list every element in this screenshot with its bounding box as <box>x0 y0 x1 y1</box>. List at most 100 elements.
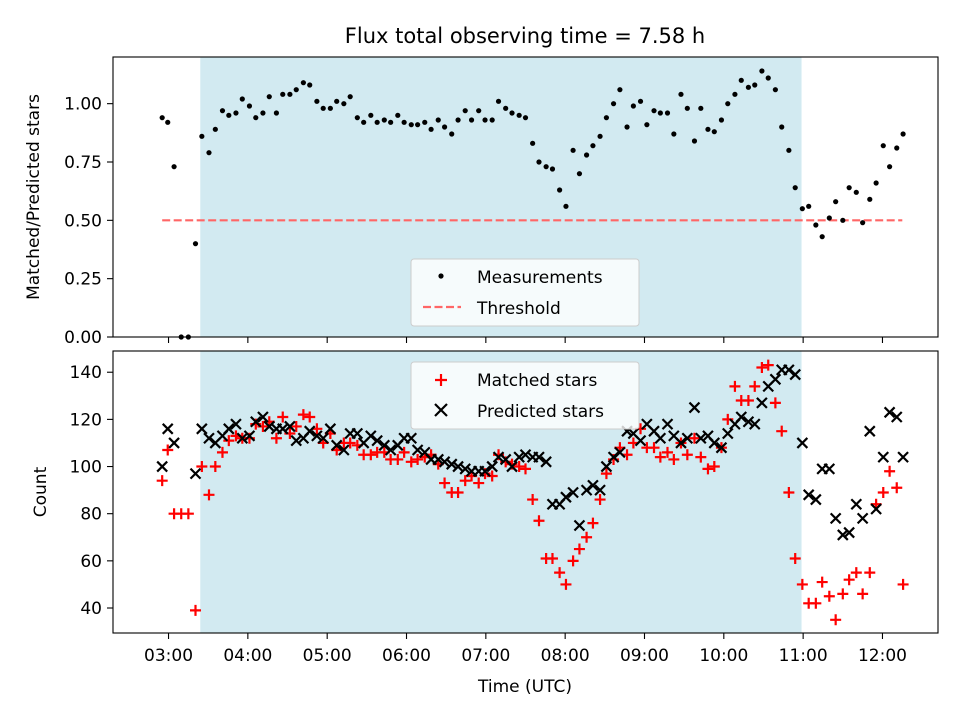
measurement-point <box>206 150 212 156</box>
matched-star-point <box>554 567 566 579</box>
measurement-point <box>273 110 280 116</box>
matched-star-point <box>277 411 289 423</box>
counts-y-tick-label: 40 <box>80 599 102 619</box>
measurement-point <box>637 98 644 104</box>
matched-star-point <box>661 446 673 458</box>
matched-star-point <box>365 449 377 461</box>
matched-star-point <box>156 475 168 487</box>
bottom-legend: Matched stars Predicted stars <box>410 361 640 430</box>
measurement-point <box>395 112 401 118</box>
measurement-point <box>334 98 340 104</box>
measurement-point <box>813 222 819 228</box>
predicted-star-point <box>695 432 707 445</box>
predicted-star-point <box>324 423 337 435</box>
predicted-star-point <box>681 432 694 445</box>
measurement-point <box>846 185 852 191</box>
predicted-star-point <box>856 512 869 525</box>
measurement-point <box>320 105 326 111</box>
measurement-point <box>711 129 717 135</box>
measurement-point <box>840 217 846 223</box>
ratio-y-tick-label: 1.00 <box>64 95 102 115</box>
measurement-point <box>422 119 428 125</box>
measurement-point <box>462 108 468 114</box>
predicted-star-point <box>661 418 674 430</box>
measurement-point <box>441 124 448 130</box>
measurement-point <box>408 122 414 128</box>
predicted-star-point <box>715 441 728 454</box>
bottom-legend-box <box>410 361 640 430</box>
measurement-point <box>765 75 771 81</box>
legend-measurements-marker <box>438 273 444 279</box>
predicted-star-point <box>168 437 180 449</box>
measurement-point <box>428 126 434 132</box>
predicted-star-point <box>573 519 586 532</box>
predicted-star-point <box>587 479 599 492</box>
matched-star-point <box>398 446 410 458</box>
measurement-point <box>664 110 671 116</box>
predicted-star-point <box>722 427 734 440</box>
measurement-point <box>300 80 306 86</box>
predicted-star-point <box>250 415 262 428</box>
matched-star-point <box>216 446 228 458</box>
predicted-star-point <box>600 460 613 473</box>
measurement-point <box>239 96 245 102</box>
measurement-point <box>401 119 407 125</box>
measurement-point <box>374 119 380 125</box>
predicted-star-point <box>708 437 721 449</box>
measurement-point <box>826 215 832 221</box>
predicted-star-point <box>452 460 464 473</box>
ratio-panel: 0.00 0.25 0.50 0.75 1.00 <box>64 56 939 348</box>
x-tick-label: 09:00 <box>620 646 669 666</box>
measurement-point <box>287 91 293 97</box>
matched-star-point <box>527 494 539 506</box>
measurement-point <box>530 140 536 146</box>
matched-star-point <box>769 397 781 409</box>
matched-star-point <box>290 420 302 432</box>
measurement-point <box>705 126 711 132</box>
matched-star-point <box>891 482 903 494</box>
measurement-point <box>260 110 266 116</box>
matched-star-point <box>412 453 424 465</box>
predicted-star-point <box>748 418 761 430</box>
predicted-star-point <box>802 489 815 501</box>
measurement-point <box>644 122 650 128</box>
measurement-point <box>489 117 495 123</box>
measurement-point <box>455 117 461 123</box>
matched-star-point <box>843 574 855 586</box>
matched-star-point <box>729 380 741 392</box>
predicted-star-point <box>870 503 882 515</box>
matched-star-point <box>830 614 842 626</box>
matched-star-point <box>560 578 572 590</box>
predicted-star-point <box>311 430 323 442</box>
measurement-point <box>894 145 900 151</box>
measurement-point <box>698 105 704 111</box>
measurement-point <box>867 196 873 202</box>
measurement-point <box>624 124 630 130</box>
matched-star-point <box>776 425 788 437</box>
predicted-star-point <box>789 368 801 381</box>
predicted-star-point <box>203 432 215 445</box>
matched-star-point <box>654 451 666 463</box>
matched-star-point <box>190 604 201 616</box>
predicted-star-point <box>897 451 909 463</box>
predicted-star-point <box>303 425 316 437</box>
predicted-star-point <box>513 451 525 463</box>
measurement-point <box>482 117 488 123</box>
counts-series-predicted-stars <box>156 364 909 541</box>
measurement-point <box>691 138 698 144</box>
matched-star-point <box>439 477 451 489</box>
counts-axes-frame <box>112 350 939 634</box>
predicted-star-point <box>735 411 748 423</box>
measurement-point <box>684 105 690 111</box>
measurement-point <box>570 147 576 153</box>
legend-matched-marker <box>435 374 447 386</box>
measurement-point <box>738 77 744 83</box>
matched-star-point <box>877 486 889 498</box>
measurement-point <box>314 98 320 104</box>
matched-star-point <box>513 461 525 473</box>
matched-star-point <box>762 359 774 371</box>
measurement-point <box>657 110 663 116</box>
matched-star-point <box>344 437 356 449</box>
measurement-point <box>219 108 226 114</box>
